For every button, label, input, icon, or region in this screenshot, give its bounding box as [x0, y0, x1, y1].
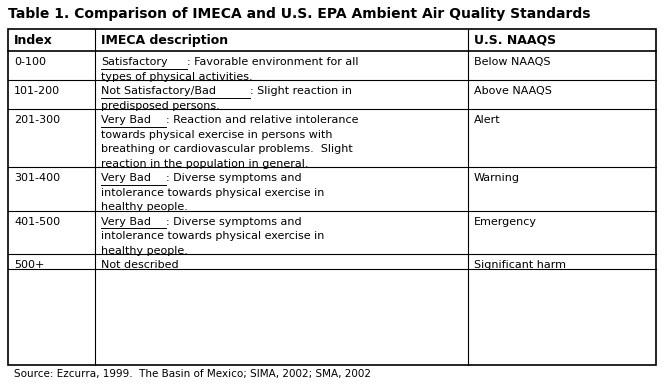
Text: : Favorable environment for all: : Favorable environment for all: [187, 57, 359, 67]
Text: intolerance towards physical exercise in: intolerance towards physical exercise in: [102, 187, 325, 198]
Text: types of physical activities.: types of physical activities.: [102, 72, 253, 82]
Text: Very Bad: Very Bad: [102, 216, 151, 226]
Text: : Slight reaction in: : Slight reaction in: [250, 86, 352, 96]
Text: IMECA description: IMECA description: [102, 33, 228, 47]
Text: healthy people.: healthy people.: [102, 202, 189, 212]
Text: breathing or cardiovascular problems.  Slight: breathing or cardiovascular problems. Sl…: [102, 144, 353, 154]
Text: Not Satisfactory/Bad: Not Satisfactory/Bad: [102, 86, 216, 96]
Text: 301-400: 301-400: [14, 173, 60, 183]
Text: : Diverse symptoms and: : Diverse symptoms and: [166, 173, 301, 183]
Text: reaction in the population in general.: reaction in the population in general.: [102, 159, 309, 169]
Text: 101-200: 101-200: [14, 86, 60, 96]
Text: : Reaction and relative intolerance: : Reaction and relative intolerance: [166, 115, 359, 125]
Bar: [8, 29, 656, 365]
Text: 500+: 500+: [14, 260, 44, 270]
Text: intolerance towards physical exercise in: intolerance towards physical exercise in: [102, 231, 325, 241]
Text: predisposed persons.: predisposed persons.: [102, 100, 220, 110]
Text: : Diverse symptoms and: : Diverse symptoms and: [166, 216, 301, 226]
Text: Significant harm: Significant harm: [474, 260, 566, 270]
Text: 0-100: 0-100: [14, 57, 46, 67]
Text: Very Bad: Very Bad: [102, 115, 151, 125]
Text: 401-500: 401-500: [14, 216, 60, 226]
Text: Satisfactory: Satisfactory: [102, 57, 168, 67]
Text: Index: Index: [14, 33, 53, 47]
Text: healthy people.: healthy people.: [102, 246, 189, 256]
Text: 201-300: 201-300: [14, 115, 60, 125]
Text: U.S. NAAQS: U.S. NAAQS: [474, 33, 556, 47]
Text: towards physical exercise in persons with: towards physical exercise in persons wit…: [102, 129, 333, 139]
Text: Alert: Alert: [474, 115, 501, 125]
Text: Above NAAQS: Above NAAQS: [474, 86, 552, 96]
Text: Table 1. Comparison of IMECA and U.S. EPA Ambient Air Quality Standards: Table 1. Comparison of IMECA and U.S. EP…: [8, 7, 590, 21]
Text: Very Bad: Very Bad: [102, 173, 151, 183]
Text: Warning: Warning: [474, 173, 520, 183]
Text: Below NAAQS: Below NAAQS: [474, 57, 550, 67]
Text: Not described: Not described: [102, 260, 179, 270]
Text: Source: Ezcurra, 1999.  The Basin of Mexico; SIMA, 2002; SMA, 2002: Source: Ezcurra, 1999. The Basin of Mexi…: [14, 369, 371, 379]
Text: Emergency: Emergency: [474, 216, 537, 226]
